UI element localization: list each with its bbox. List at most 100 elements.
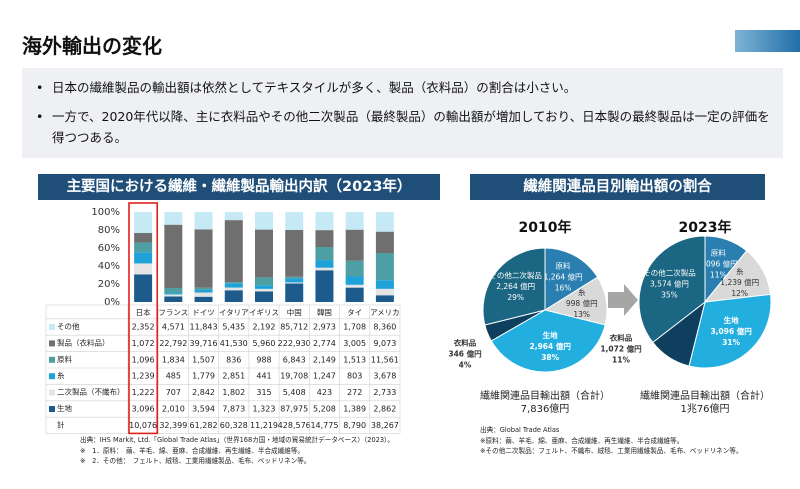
arrow (608, 284, 638, 316)
pie-category: 糸 (578, 287, 586, 297)
bar-segment (315, 247, 334, 261)
table-value: 1,247 (313, 372, 336, 381)
pie-slice (543, 276, 608, 326)
table-value: 5,408 (283, 388, 306, 397)
y-tick-label: 20% (98, 279, 120, 290)
table-value: 2,733 (373, 388, 396, 397)
bar-segment (164, 293, 183, 295)
notes: 出典：Global Trade Atlas ※原料：繭、羊毛、綿、亜麻、合成繊維… (480, 425, 743, 457)
table-value: 11,561 (371, 355, 399, 364)
bar-segment (134, 274, 153, 302)
total-caption: 繊維関連品目輸出額（合計） (640, 389, 770, 402)
legend-swatch (49, 356, 55, 363)
x-tick-label: 韓国 (317, 307, 332, 317)
pie-category: その他二次製品 (643, 268, 696, 278)
table-value: 22,792 (159, 339, 187, 348)
bar-segment (375, 212, 394, 232)
table-value: 423 (317, 388, 332, 397)
pie-share-label: 31% (722, 338, 740, 347)
table-value: 5,208 (313, 405, 336, 414)
table-value: 19,708 (280, 372, 308, 381)
table-value: 3,096 (132, 405, 155, 414)
x-tick-label: 日本 (136, 307, 151, 317)
bar-segment (285, 276, 304, 279)
table-total: 32,399 (159, 421, 187, 430)
table-value: 1,834 (162, 355, 185, 364)
legend-swatch (49, 340, 55, 347)
bar-segment (315, 212, 334, 231)
total-label: 7,836億円 (521, 402, 570, 415)
table-value: 485 (166, 372, 181, 381)
table-value: 1,507 (192, 355, 215, 364)
table-value: 9,073 (373, 339, 396, 348)
table-value: 5,435 (222, 323, 245, 332)
pie-value-label: 3,574 億円 (650, 279, 689, 289)
table-value: 7,873 (222, 405, 245, 414)
pie-share-label: 38% (541, 353, 559, 362)
y-tick-label: 80% (98, 225, 120, 236)
bar-segment (345, 212, 364, 230)
legend-label: 二次製品（不織布） (57, 387, 125, 397)
table-total: 14,775 (310, 421, 338, 430)
bar-segment (194, 289, 213, 293)
legend-label: 原料 (57, 354, 72, 364)
notes: 出典：IHS Markit, Ltd.「Global Trade Atlas」（… (80, 435, 394, 467)
table-value: 11,843 (190, 323, 218, 332)
bar-segment (315, 230, 334, 248)
pie-title: 2023年 (679, 219, 732, 236)
note: ※ 2．その他： フェルト、絨毯、工業用繊維製品、毛布、ベッドリネン等。 (80, 457, 311, 465)
y-tick-label: 40% (98, 261, 120, 272)
table-value: 39,716 (190, 339, 218, 348)
bar-segment (194, 296, 213, 302)
pie-value-label: 2,264 億円 (496, 281, 535, 291)
bar-segment (315, 270, 334, 302)
pie-value-label: 346 億円 (448, 349, 482, 359)
table-value: 5,960 (253, 339, 276, 348)
bullet: • 日本の繊維製品の輸出額は依然としてテキスタイルが多く、製品（衣料品）の割合は小… (36, 80, 577, 95)
bar-segment (315, 260, 334, 268)
table-value: 41,530 (220, 339, 248, 348)
legend-label: その他 (57, 321, 80, 331)
pie-slice (652, 300, 706, 367)
bar-segment (285, 278, 304, 283)
note: ※その他二次製品：フェルト、不織布、絨毯、工業用繊維製品、毛布、ベッドリネン等。 (480, 447, 743, 455)
bar-segment (194, 287, 213, 290)
bullet: • 一方で、2020年代以降、主に衣料品やその他二次製品（最終製品）の輸出額が増加… (36, 109, 770, 145)
bar-segment (164, 212, 183, 225)
pie-value-label: 998 億円 (566, 298, 598, 308)
bar-segment (285, 282, 304, 284)
total-label: 計 (57, 419, 65, 429)
pie-category: 糸 (736, 266, 744, 276)
bar-segment (164, 224, 183, 289)
bar-segment (194, 292, 213, 297)
pie-value-label: 1,239 億円 (720, 277, 759, 287)
table-value: 87,975 (280, 405, 308, 414)
bar-segment (134, 242, 153, 253)
bar-segment (315, 267, 334, 271)
table-value: 8,360 (373, 323, 396, 332)
bar-segment (375, 280, 394, 289)
y-tick-label: 100% (91, 207, 120, 218)
bar-segment (224, 290, 243, 302)
table-value: 3,678 (373, 372, 396, 381)
table-value: 1,513 (343, 355, 366, 364)
table-value: 2,862 (373, 405, 396, 414)
page-title: 海外輸出の変化 (22, 34, 162, 58)
pie-slice (544, 247, 599, 311)
bar-segment (134, 233, 153, 243)
x-tick-label: 中国 (287, 307, 302, 317)
bar-segment (134, 263, 153, 275)
table-value: 222,930 (278, 339, 311, 348)
table-value: 836 (226, 355, 241, 364)
table-value: 3,594 (192, 405, 215, 414)
pie-title: 2010年 (519, 219, 572, 236)
pie-share-label: 12% (731, 289, 748, 298)
pie-share-label: 13% (573, 310, 590, 319)
pie-slice (490, 309, 606, 373)
table-value: 2,842 (192, 388, 215, 397)
bar-segment (375, 288, 394, 296)
bar-segment (375, 253, 394, 281)
table-value: 1,222 (132, 388, 155, 397)
bullet-box: • 日本の繊維製品の輸出額は依然としてテキスタイルが多く、製品（衣料品）の割合は小… (22, 68, 783, 158)
